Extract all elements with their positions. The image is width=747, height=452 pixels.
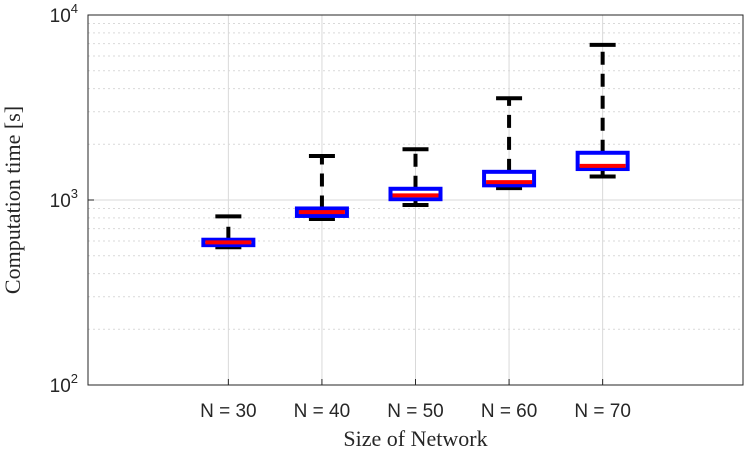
x-tick-label: N = 30 bbox=[200, 401, 257, 422]
x-axis-label: Size of Network bbox=[343, 426, 487, 451]
x-tick-label: N = 60 bbox=[481, 401, 538, 422]
y-axis-label: Computation time [s] bbox=[0, 106, 25, 294]
box-group bbox=[575, 42, 630, 179]
box-group bbox=[388, 147, 443, 207]
box-group bbox=[482, 96, 537, 191]
box-group bbox=[201, 214, 256, 250]
y-tick-label: 102 bbox=[50, 371, 78, 397]
y-axis-ticks: 102 103 104 bbox=[50, 1, 94, 397]
x-tick-label: N = 70 bbox=[574, 401, 631, 422]
y-tick-label: 103 bbox=[50, 186, 78, 212]
x-tick-label: N = 50 bbox=[387, 401, 444, 422]
x-axis-ticks: N = 30 N = 40 N = 50 N = 60 N = 70 bbox=[200, 379, 631, 422]
box-group bbox=[294, 153, 349, 221]
box-series bbox=[201, 42, 630, 250]
x-tick-label: N = 40 bbox=[294, 401, 351, 422]
y-tick-label: 104 bbox=[50, 1, 78, 27]
